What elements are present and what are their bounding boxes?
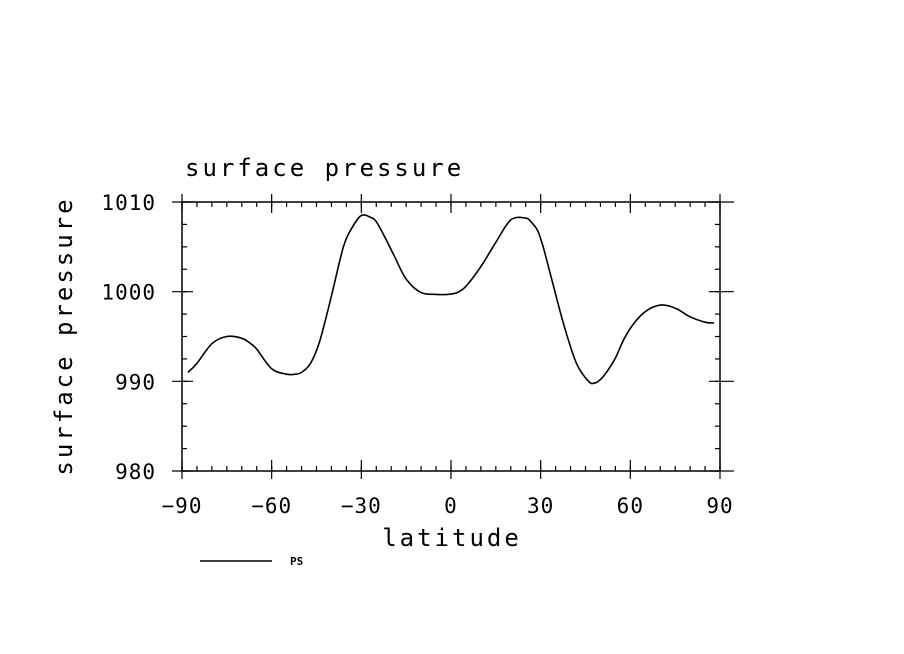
x-tick-label: 90 <box>706 494 733 518</box>
x-tick-label: 0 <box>444 494 458 518</box>
series-line-ps <box>187 214 715 385</box>
series-layer <box>187 214 715 385</box>
chart-title: surface pressure <box>185 154 464 182</box>
y-axis-label: surface pressure <box>50 196 78 475</box>
y-tick-label: 990 <box>115 370 156 394</box>
legend: PS <box>200 555 303 568</box>
x-tick-label: −60 <box>251 494 292 518</box>
legend-label-ps: PS <box>290 555 303 568</box>
plot-frame <box>181 201 721 472</box>
y-tick-label: 1000 <box>101 281 156 305</box>
x-axis-label: latitude <box>382 524 522 552</box>
x-tick-label: 30 <box>527 494 554 518</box>
y-tick-label: 980 <box>115 460 156 484</box>
axis-ticks <box>172 194 734 479</box>
x-tick-label: −30 <box>341 494 382 518</box>
x-tick-label: 60 <box>617 494 644 518</box>
y-tick-label: 1010 <box>101 191 156 215</box>
x-tick-label: −90 <box>162 494 203 518</box>
tick-labels: −90 −60 −30 0 30 60 90 980 990 1000 1010 <box>101 191 733 518</box>
